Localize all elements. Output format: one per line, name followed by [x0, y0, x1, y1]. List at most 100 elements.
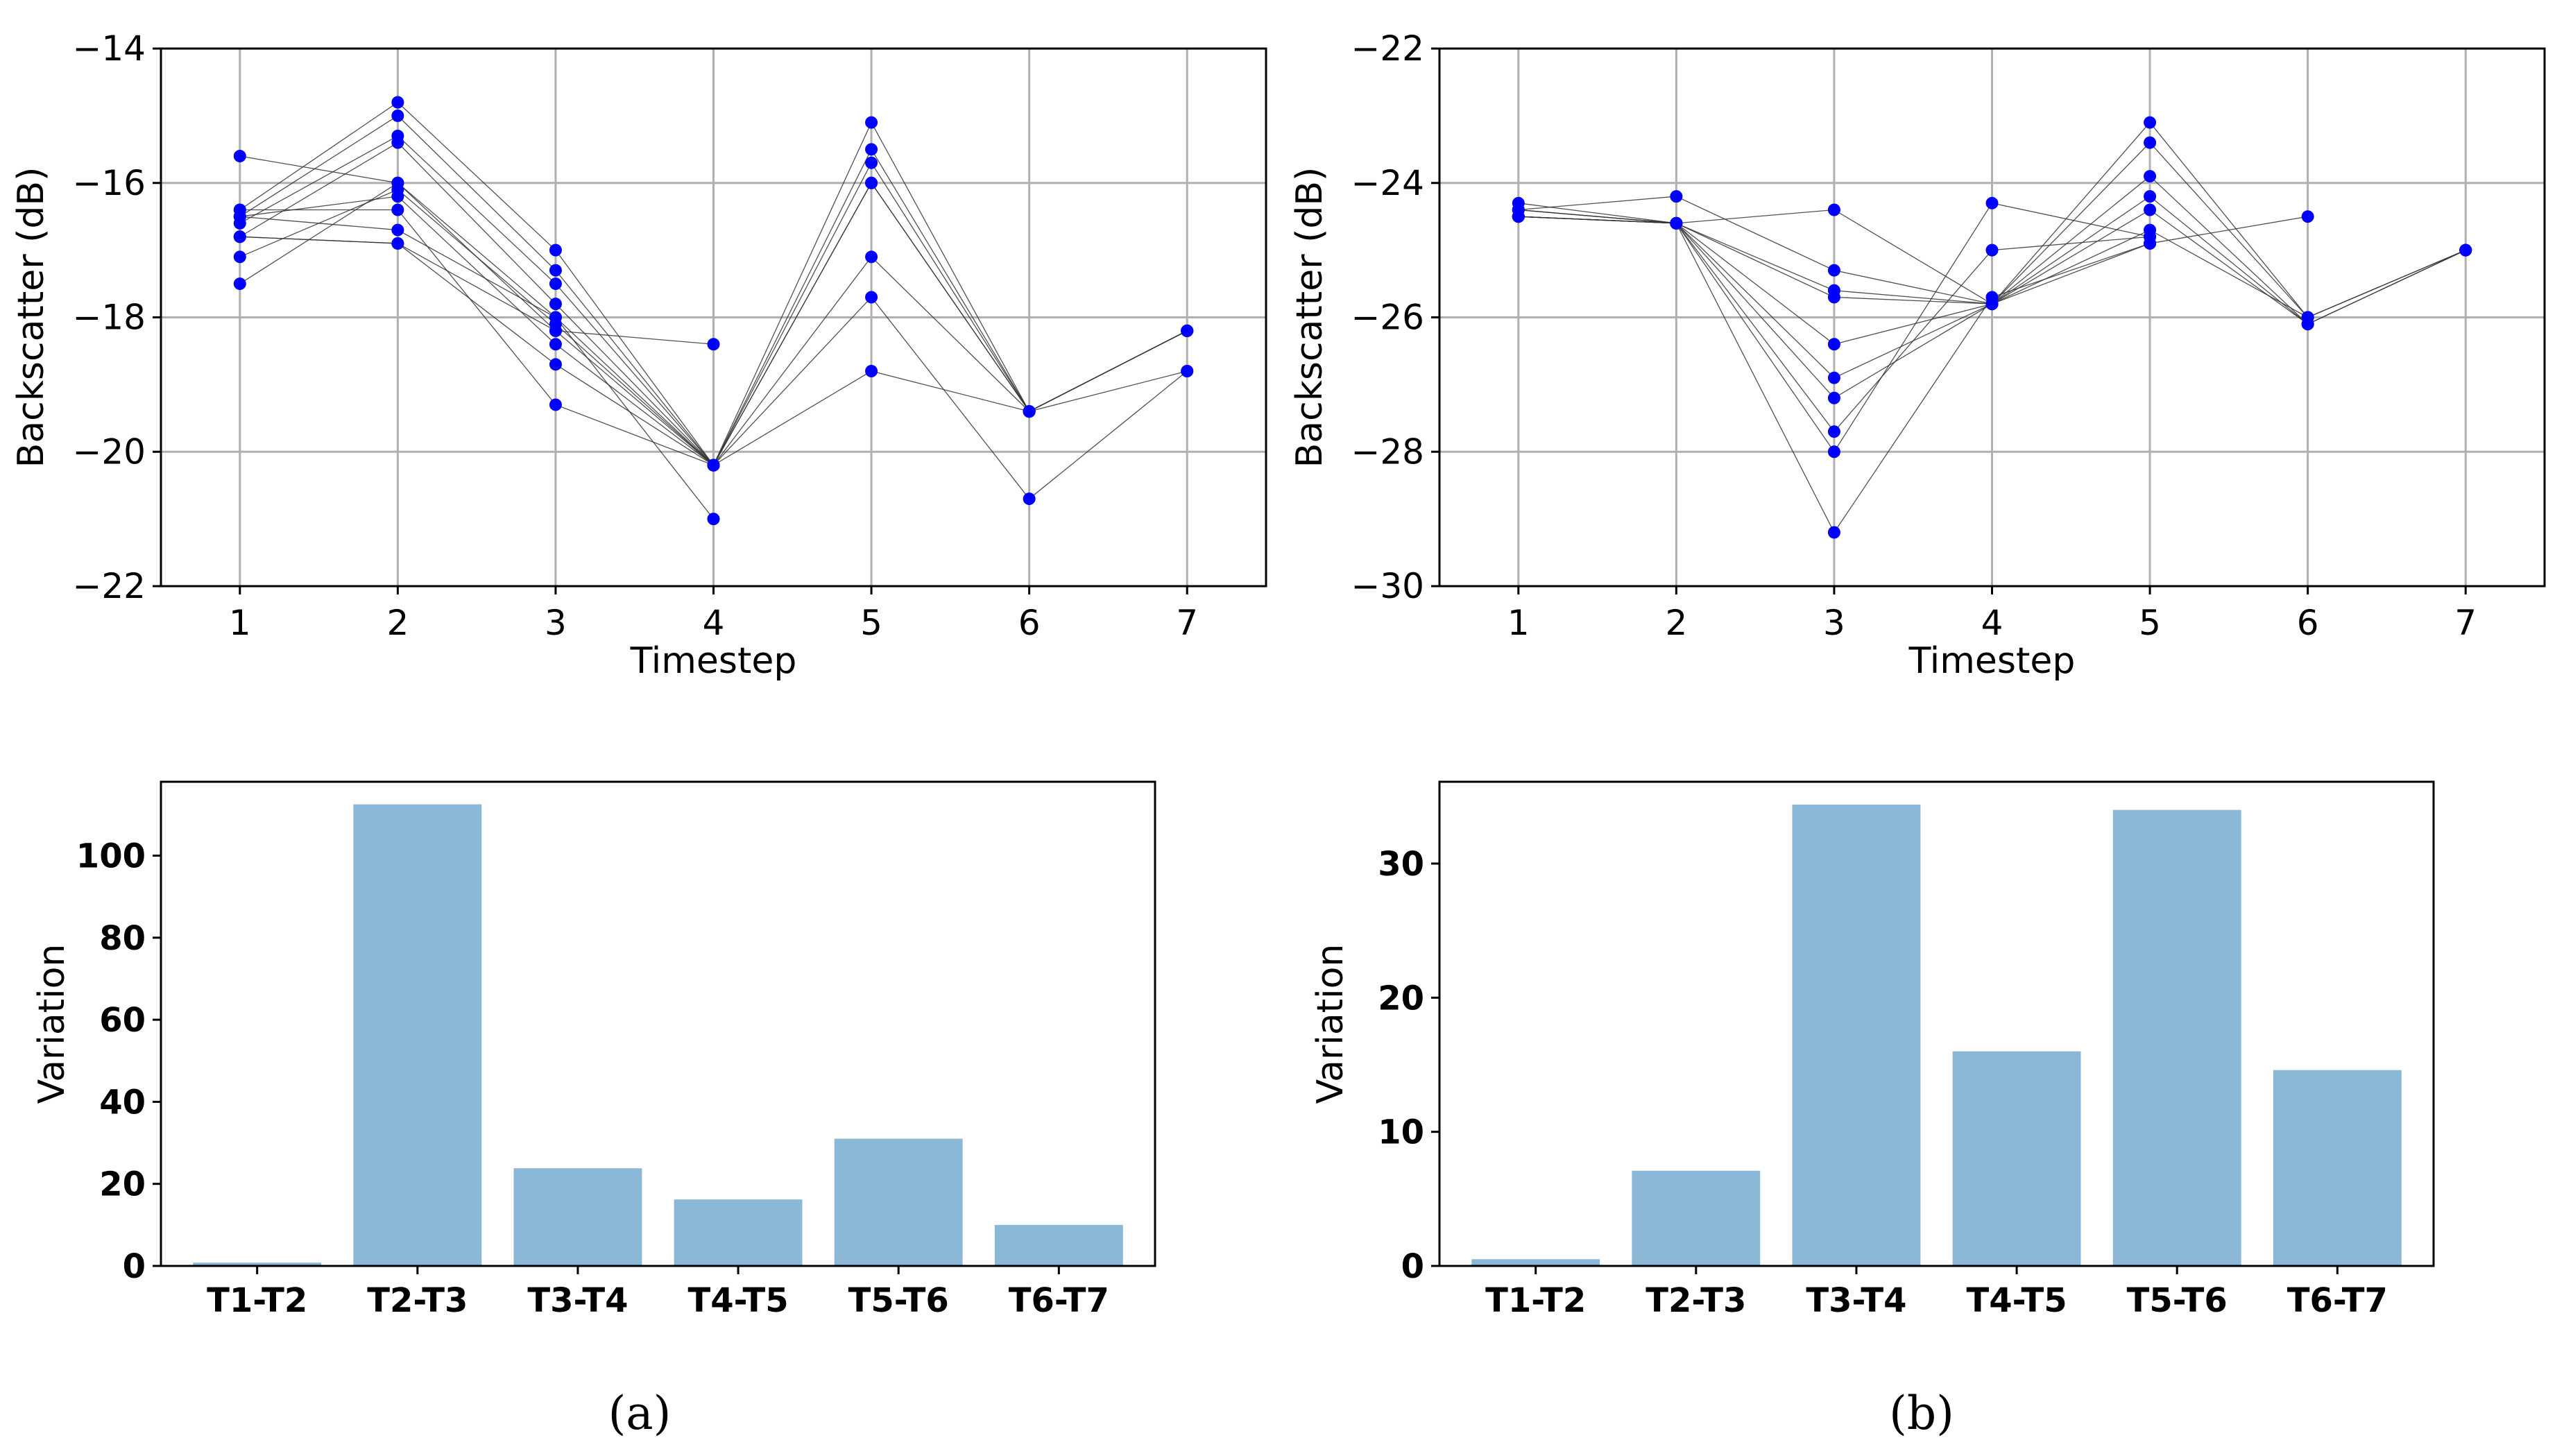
- b-top-data-point: [1827, 526, 1840, 539]
- a-top-data-point: [233, 150, 246, 162]
- a-bottom-y-axis-label: Variation: [31, 944, 73, 1104]
- a-top-y-tick-label: −18: [72, 298, 146, 338]
- b-top-x-tick-label: 7: [2454, 603, 2477, 643]
- a-top-data-point: [707, 513, 720, 526]
- b-top-y-tick-label: −22: [1351, 28, 1424, 69]
- a-bottom-y-tick-label: 100: [76, 837, 146, 875]
- b-bottom-y-tick-label: 30: [1378, 845, 1424, 884]
- b-bottom-x-tick-label: T3-T4: [1806, 1281, 1906, 1320]
- a-bottom-x-tick-label: T6-T7: [1009, 1281, 1109, 1320]
- b-top-data-point: [2459, 243, 2472, 257]
- caption-b: (b): [1889, 1387, 1954, 1440]
- a-bottom-y-tick-label: 60: [99, 1001, 146, 1040]
- b-bottom-bar-T3-T4: [1792, 804, 1921, 1266]
- b-top-data-point: [2301, 210, 2314, 223]
- b-top-y-tick-label: −28: [1351, 431, 1424, 472]
- a-bottom-bar-T6-T7: [994, 1224, 1123, 1266]
- b-top-data-point: [1985, 196, 1999, 209]
- b-top-series-line-q5: [1518, 209, 2309, 345]
- a-bottom-y-tick-label: 20: [99, 1165, 146, 1204]
- a-top-data-point: [233, 230, 246, 243]
- b-top-data-point: [1512, 210, 1525, 223]
- b-top-data-point: [2144, 237, 2157, 250]
- a-top-data-point: [391, 223, 404, 237]
- b-top-data-point: [2144, 190, 2157, 203]
- a-top-data-point: [865, 143, 878, 156]
- b-bottom-bar-T6-T7: [2273, 1070, 2402, 1266]
- b-bottom-plot-frame: [1438, 780, 2435, 1267]
- a-bottom-bar-T5-T6: [834, 1138, 963, 1266]
- a-bottom-bar-T2-T3: [353, 804, 482, 1266]
- b-top-y-tick-label: −26: [1351, 298, 1424, 338]
- a-bottom-y-tick-label: 40: [99, 1083, 146, 1122]
- b-top-x-tick-label: 5: [2139, 603, 2161, 643]
- b-top-y-tick-label: −30: [1351, 566, 1424, 606]
- a-top-data-point: [549, 338, 562, 351]
- a-top-data-point: [549, 264, 562, 277]
- a-top-data-point: [391, 176, 404, 189]
- a-top-data-point: [549, 298, 562, 311]
- a-top-data-point: [865, 250, 878, 264]
- b-top-data-point: [1827, 203, 1840, 216]
- a-top-data-point: [1181, 324, 1194, 337]
- a-top-data-point: [233, 250, 246, 264]
- b-top-data-point: [1827, 338, 1840, 351]
- b-top-y-tick-label: −24: [1351, 163, 1424, 203]
- a-top-x-tick-label: 7: [1176, 603, 1198, 643]
- b-top-data-point: [2144, 116, 2157, 129]
- b-bottom-bar-T5-T6: [2112, 810, 2241, 1266]
- b-top-x-tick-label: 4: [1981, 603, 2003, 643]
- b-bottom-y-tick-label: 0: [1401, 1247, 1424, 1286]
- a-top-data-point: [549, 358, 562, 371]
- caption-a: (a): [608, 1387, 672, 1440]
- b-top-y-axis-label: Backscatter (dB): [1289, 167, 1331, 468]
- a-top-x-tick-label: 3: [545, 603, 567, 643]
- b-bottom-y-tick-label: 20: [1378, 979, 1424, 1018]
- a-top-x-tick-label: 1: [229, 603, 251, 643]
- a-top-y-tick-label: −14: [72, 28, 146, 69]
- a-bottom-bar-T1-T2: [193, 1262, 322, 1266]
- b-bottom-y-tick-label: 10: [1378, 1113, 1424, 1152]
- a-bottom-x-tick-label: T4-T5: [687, 1281, 788, 1320]
- b-bottom-x-tick-label: T1-T2: [1485, 1281, 1586, 1320]
- a-top-data-point: [549, 277, 562, 291]
- b-top-data-point: [2144, 170, 2157, 183]
- a-top-data-point: [391, 136, 404, 149]
- a-top-y-tick-label: −22: [72, 566, 146, 606]
- a-top-data-point: [391, 237, 404, 250]
- b-top-x-tick-label: 2: [1665, 603, 1687, 643]
- b-top-data-point: [2144, 136, 2157, 149]
- a-bottom-bar-T4-T5: [674, 1199, 803, 1266]
- a-top-series-line-p10: [239, 209, 1029, 466]
- b-top-data-point: [1985, 291, 1999, 304]
- a-top-data-point: [391, 96, 404, 109]
- a-top-y-tick-label: −16: [72, 163, 146, 203]
- a-top-data-point: [865, 291, 878, 304]
- a-top-data-point: [865, 116, 878, 129]
- a-top-data-point: [549, 311, 562, 324]
- a-top-data-point: [233, 210, 246, 223]
- b-bottom-bar-T1-T2: [1471, 1259, 1600, 1266]
- a-top-y-axis-label: Backscatter (dB): [10, 167, 52, 468]
- a-top-x-axis-label: Timestep: [630, 640, 797, 682]
- a-bottom-bar-T3-T4: [513, 1168, 642, 1266]
- a-top-data-point: [865, 176, 878, 189]
- a-top-data-point: [1181, 365, 1194, 377]
- b-top-x-axis-label: Timestep: [1908, 640, 2076, 682]
- b-bottom-x-tick-label: T2-T3: [1646, 1281, 1746, 1320]
- a-bottom-x-tick-label: T3-T4: [527, 1281, 628, 1320]
- b-top-x-tick-label: 6: [2297, 603, 2319, 643]
- a-top-y-tick-label: −20: [72, 431, 146, 472]
- a-top-series-line-p8: [239, 196, 714, 466]
- b-bottom-x-tick-label: T4-T5: [1966, 1281, 2067, 1320]
- a-top-data-point: [549, 243, 562, 257]
- b-top-x-tick-label: 3: [1823, 603, 1845, 643]
- a-top-data-point: [233, 277, 246, 291]
- a-top-data-point: [391, 203, 404, 216]
- b-top-plot-frame: [1438, 47, 2546, 588]
- a-top-x-tick-label: 4: [703, 603, 725, 643]
- b-bottom-x-tick-label: T5-T6: [2127, 1281, 2228, 1320]
- b-top-data-point: [1670, 190, 1683, 203]
- b-bottom-bar-T2-T3: [1632, 1170, 1761, 1266]
- b-top-x-tick-label: 1: [1507, 603, 1530, 643]
